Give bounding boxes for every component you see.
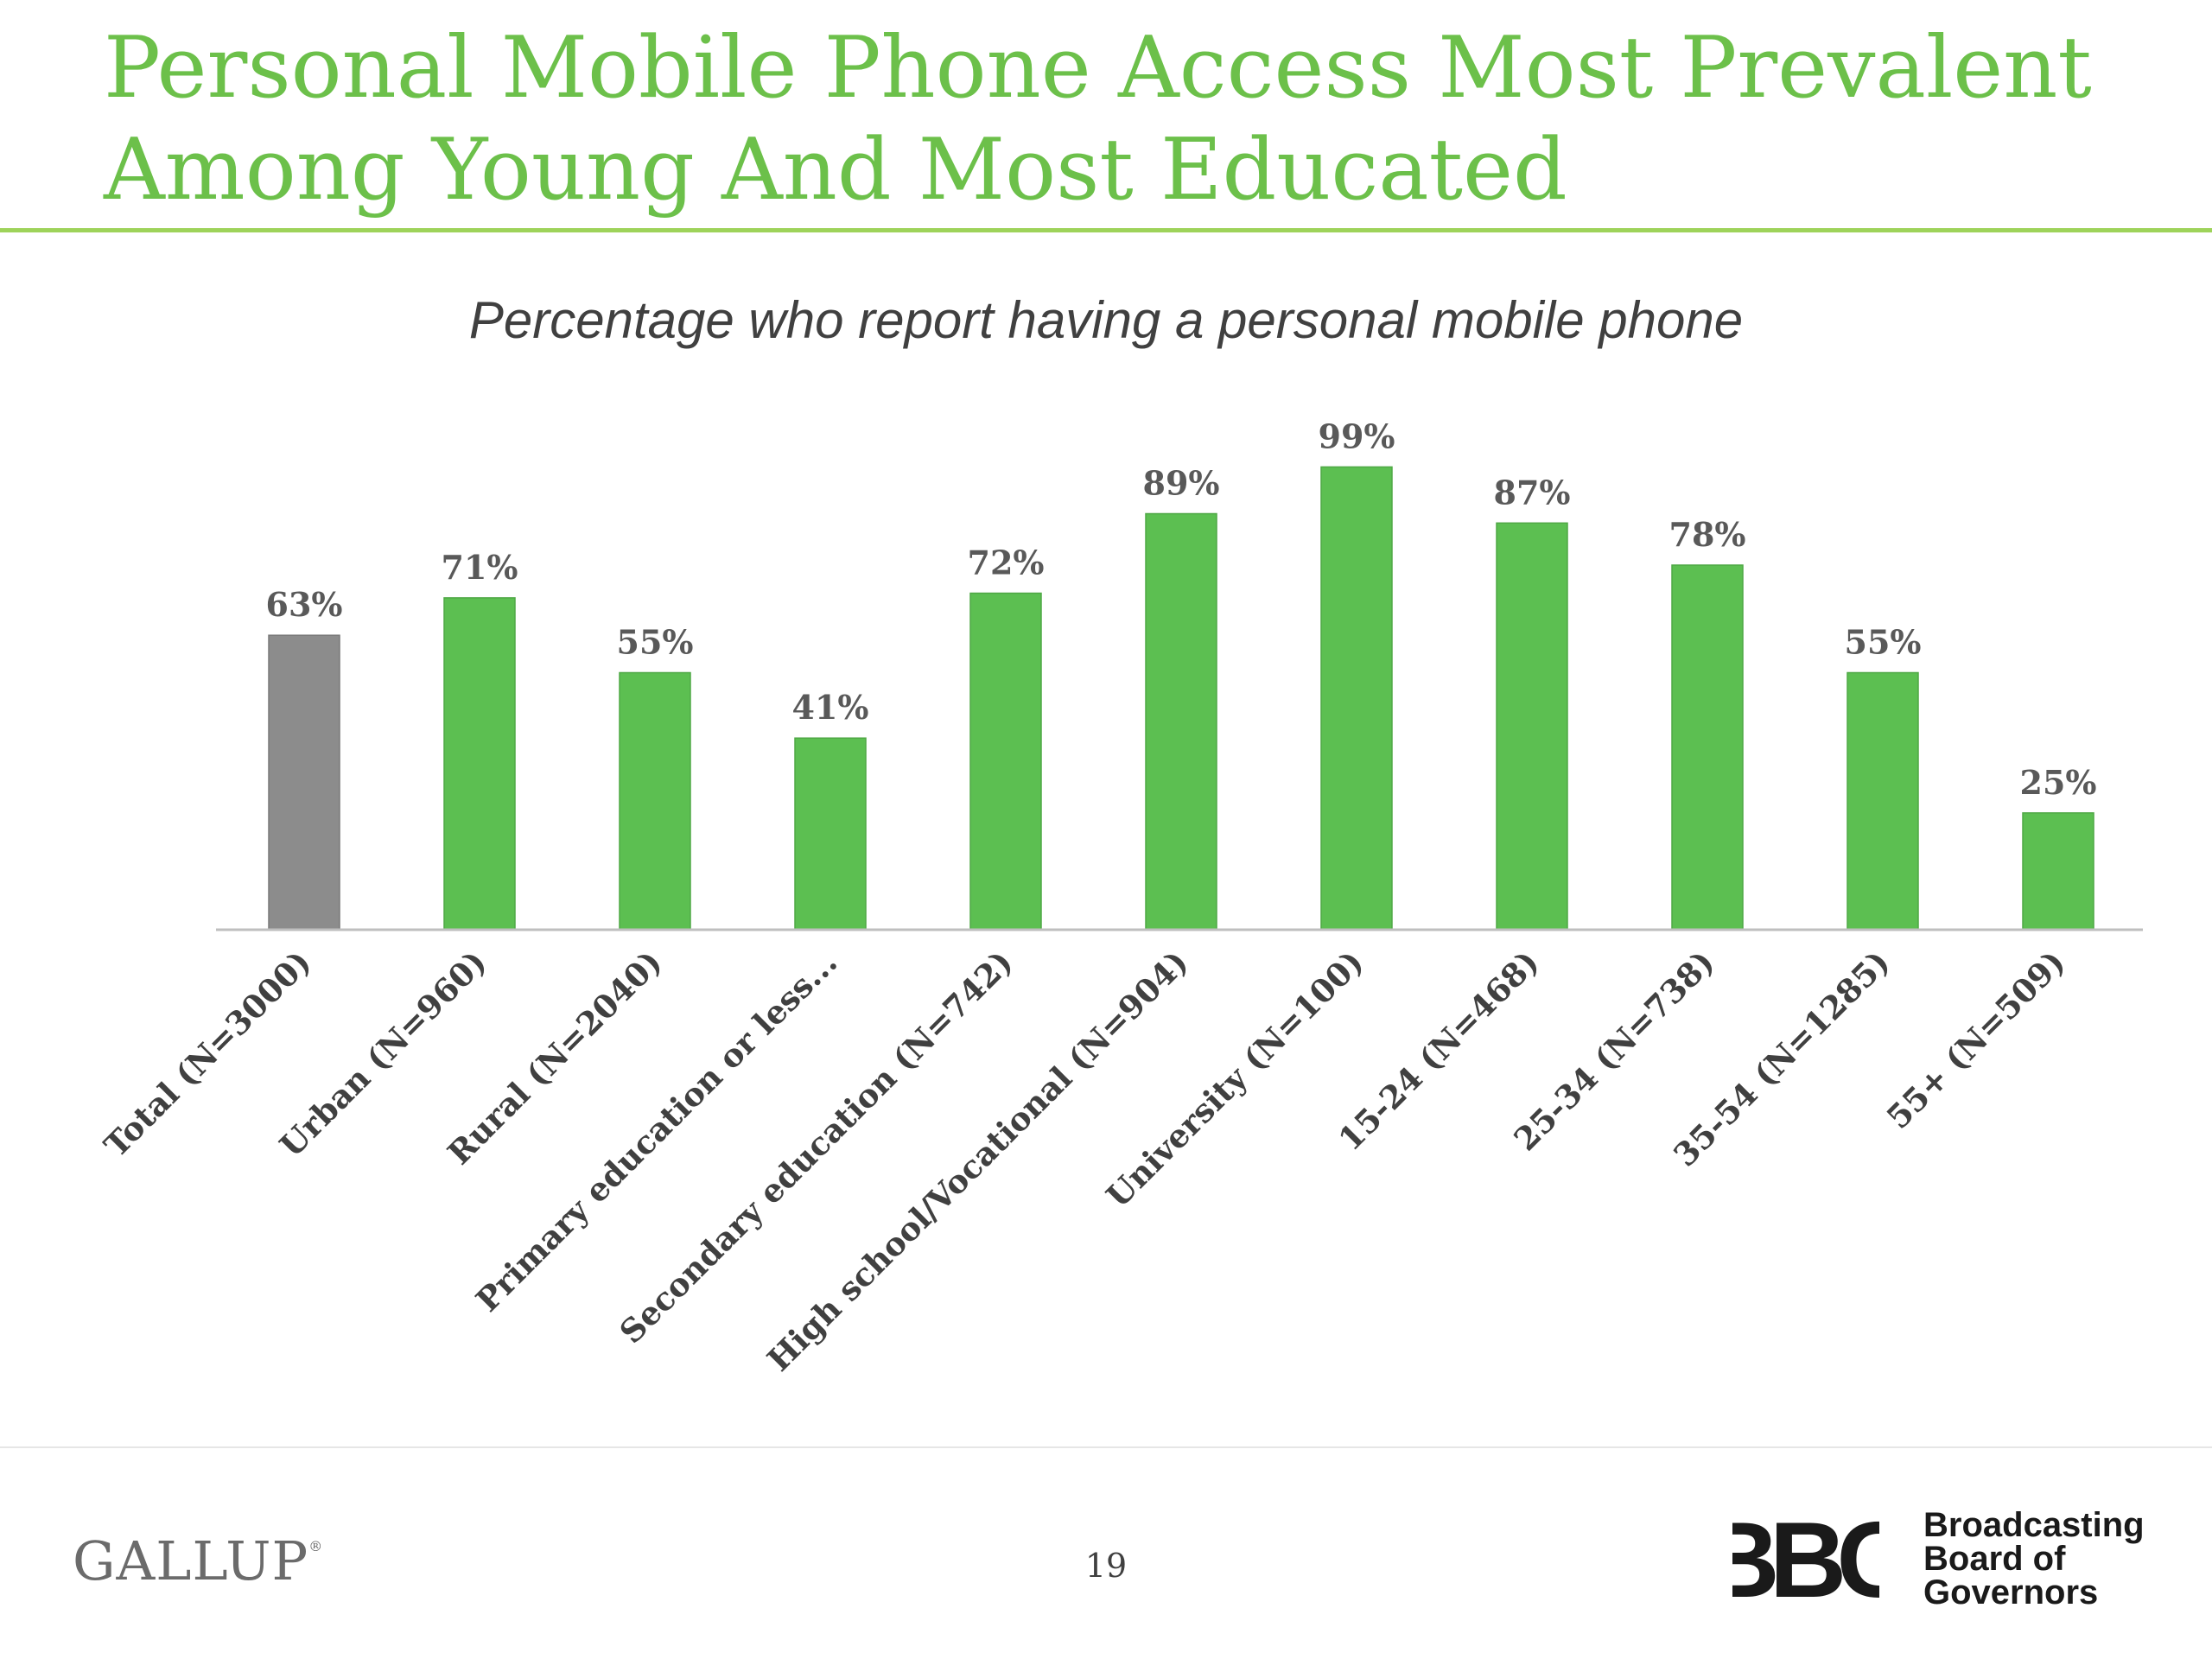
slide-title-line-1: Personal Mobile Phone Access Most Preval…	[104, 19, 2092, 118]
bar-value-label-6: 99%	[1319, 416, 1395, 455]
bar-3	[794, 737, 867, 931]
bar-value-label-5: 89%	[1143, 464, 1220, 503]
bar-10	[2022, 812, 2094, 931]
bar-0	[268, 634, 340, 931]
gallup-logo-text: GALLUP	[73, 1529, 309, 1592]
bar-value-label-0: 63%	[266, 585, 343, 624]
bar-value-label-3: 41%	[792, 688, 869, 727]
bar-6	[1320, 466, 1393, 931]
bar-value-label-7: 87%	[1494, 473, 1571, 512]
bbg-logo-icon: BBG	[1732, 1510, 1879, 1607]
slide-title: Personal Mobile Phone Access Most Preval…	[104, 17, 2092, 221]
category-label-10: 55+ (N=509)	[1879, 943, 2073, 1136]
bbg-name-line-2: Board of	[1923, 1540, 2066, 1578]
bbg-name-line-3: Governors	[1923, 1573, 2099, 1611]
bar-7	[1496, 522, 1568, 931]
bar-2	[619, 671, 691, 931]
bar-value-label-8: 78%	[1669, 515, 1746, 554]
gallup-logo: GALLUP®	[73, 1529, 323, 1592]
footer-divider	[0, 1446, 2212, 1448]
slide-title-line-2: Among Young And Most Educated	[104, 121, 1567, 219]
page-number: 19	[1084, 1547, 1128, 1585]
bar-chart: 63% 71% 55% 41% 72% 89% 99% 87% 78% 55% 25% Total …	[97, 416, 2143, 1378]
bar-value-label-2: 55%	[617, 623, 694, 662]
bbg-name: Broadcasting Board of Governors	[1923, 1506, 2145, 1611]
bbg-logo-text: BBG	[1732, 1510, 1879, 1607]
registered-mark: ®	[308, 1538, 324, 1554]
value-labels-layer: 63% 71% 55% 41% 72% 89% 99% 87% 78% 55% 25%	[266, 416, 2097, 801]
bar-value-label-1: 71%	[442, 548, 518, 587]
bar-1	[443, 597, 516, 931]
bar-value-label-9: 55%	[1845, 623, 1922, 662]
title-divider	[0, 228, 2212, 232]
category-labels-layer: Total (N=3000)Urban (N=960)Rural (N=2040…	[97, 943, 2073, 1378]
bar-value-label-4: 72%	[968, 543, 1045, 582]
bar-8	[1671, 564, 1744, 931]
bbg-name-line-1: Broadcasting	[1923, 1506, 2145, 1544]
bar-value-label-10: 25%	[2020, 763, 2097, 802]
category-label-4: Secondary education (N=742)	[612, 943, 1020, 1351]
bars-layer	[268, 466, 2094, 931]
category-label-3: Primary education or less...	[468, 943, 844, 1319]
chart-subtitle: Percentage who report having a personal …	[468, 291, 1744, 349]
bar-5	[1145, 512, 1217, 931]
bar-4	[969, 592, 1042, 931]
bar-9	[1847, 671, 1919, 931]
